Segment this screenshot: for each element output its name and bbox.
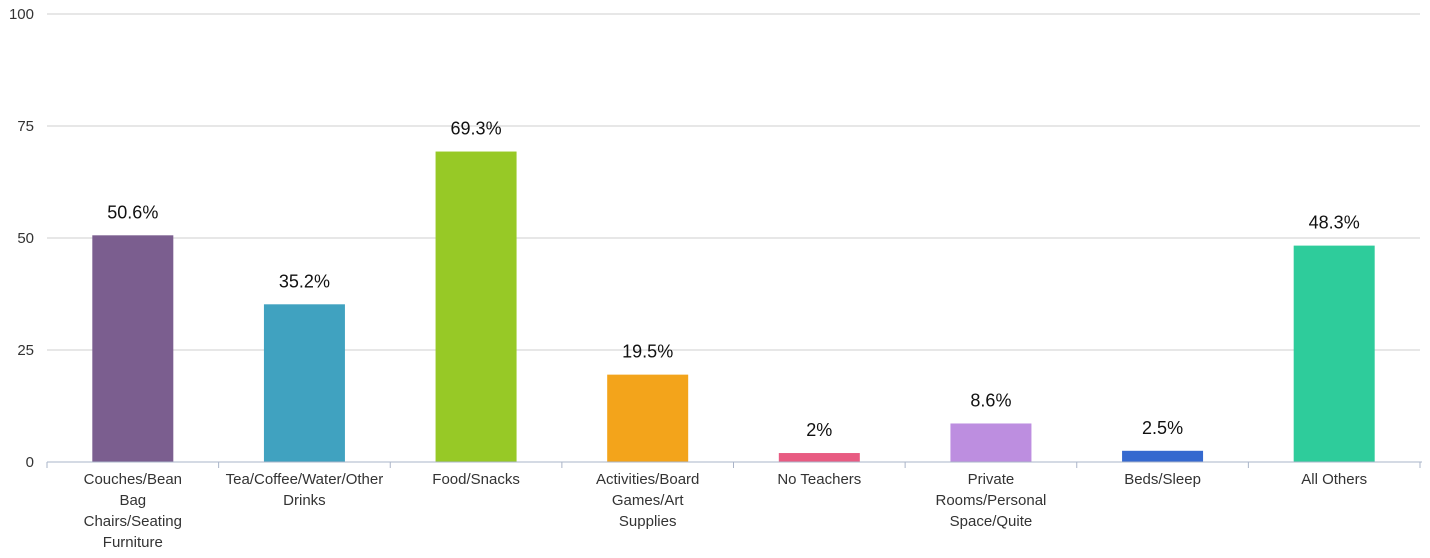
data-labels: 50.6% 35.2% 69.3% 19.5% 2% 8.6% 2.5% 48.3% xyxy=(107,119,1359,441)
data-label: 69.3% xyxy=(451,119,502,139)
data-label: 2.5% xyxy=(1142,418,1183,438)
x-tick-label: All Others xyxy=(1301,471,1367,488)
data-label: 2% xyxy=(806,420,832,440)
bar[interactable] xyxy=(92,235,174,462)
x-tick-label: Drinks xyxy=(283,492,326,509)
bar[interactable] xyxy=(1122,450,1204,462)
x-tick-label: No Teachers xyxy=(777,471,861,488)
x-tick-label: Food/Snacks xyxy=(432,471,520,488)
data-label: 50.6% xyxy=(107,202,158,222)
y-tick-label: 0 xyxy=(26,454,34,471)
x-tick-label: Bag xyxy=(119,492,146,509)
y-tick-label: 25 xyxy=(17,342,34,359)
x-tick-label: Activities/Board xyxy=(596,471,699,488)
bar[interactable] xyxy=(950,423,1032,462)
x-tick-label: Rooms/Personal xyxy=(935,492,1046,509)
x-tick-label: Supplies xyxy=(619,513,677,530)
x-tick-label: Space/Quite xyxy=(950,513,1033,530)
x-tick-label: Furniture xyxy=(103,534,163,551)
y-axis: 0 25 50 75 100 xyxy=(9,6,34,471)
x-tick-label: Couches/Bean xyxy=(84,471,182,488)
y-tick-label: 75 xyxy=(17,118,34,135)
bar[interactable] xyxy=(263,304,345,462)
data-label: 48.3% xyxy=(1309,213,1360,233)
x-tick-label: Private xyxy=(968,471,1015,488)
x-tick-label: Tea/Coffee/Water/Other xyxy=(226,471,384,488)
data-label: 35.2% xyxy=(279,271,330,291)
x-axis: Couches/Bean Bag Chairs/Seating Furniture Te… xyxy=(46,461,1422,551)
gridlines xyxy=(47,13,1420,351)
x-tick-label: Games/Art xyxy=(612,492,685,509)
bar[interactable] xyxy=(1293,245,1375,462)
x-tick-label: Beds/Sleep xyxy=(1124,471,1201,488)
data-label: 19.5% xyxy=(622,342,673,362)
bar[interactable] xyxy=(435,151,517,462)
bar[interactable] xyxy=(778,453,860,462)
bars xyxy=(92,151,1375,462)
bar[interactable] xyxy=(607,374,689,462)
y-tick-label: 50 xyxy=(17,230,34,247)
x-tick-label: Chairs/Seating xyxy=(84,513,182,530)
data-label: 8.6% xyxy=(970,390,1011,410)
y-tick-label: 100 xyxy=(9,6,34,23)
